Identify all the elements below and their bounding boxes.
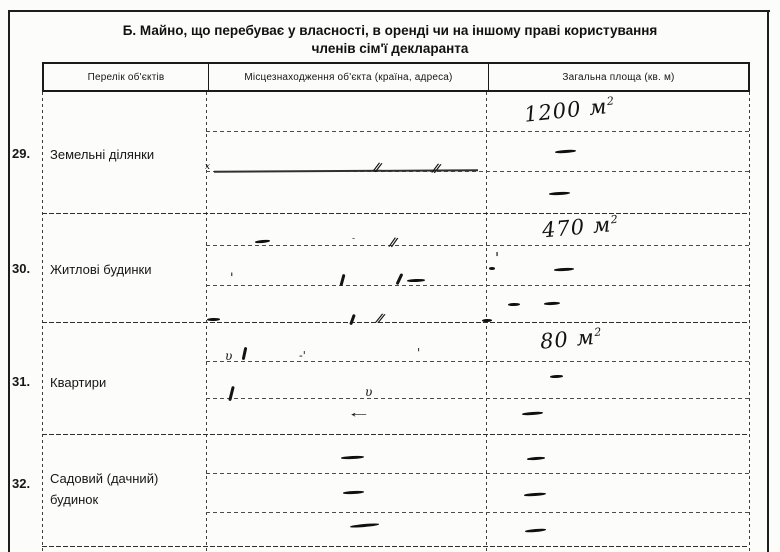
handwritten-dash <box>521 411 544 416</box>
section-title-line2: членів сім'ї декларанта <box>311 41 469 56</box>
handwritten-dash <box>406 278 426 282</box>
handwritten-dash <box>543 301 561 306</box>
subrow-line-dotted <box>206 398 749 399</box>
handwritten-dash <box>553 267 575 272</box>
handwritten-slash <box>395 273 404 285</box>
row-divider-dashed <box>42 546 749 547</box>
subrow-line-dotted <box>206 131 749 132</box>
table-header-row: Перелік об'єктів Місцезнаходження об'єкт… <box>42 62 750 92</box>
handwritten-dash <box>526 456 546 461</box>
column-header-objects: Перелік об'єктів <box>87 71 165 83</box>
column-divider-dotted <box>749 92 750 552</box>
row-label-apartments: Квартири <box>50 375 107 390</box>
handwritten-slash <box>339 273 346 287</box>
handwritten-ditto-mark: // <box>375 310 384 326</box>
row-divider-dashed <box>42 213 749 214</box>
handwritten-ditto-mark: // <box>389 234 396 250</box>
handwritten-dash <box>206 317 221 321</box>
handwritten-slash <box>241 346 247 361</box>
row-label-houses: Житлові будинки <box>50 262 152 277</box>
page-frame-top <box>8 10 770 12</box>
row-label-garden-house: Садовий (дачний) будинок <box>50 471 159 507</box>
handwritten-slash <box>228 385 235 402</box>
handwritten-tick: υ <box>365 385 373 399</box>
handwritten-dash <box>554 149 577 154</box>
row-number-31: 31. <box>12 374 31 389</box>
subrow-line-dotted <box>206 245 749 246</box>
handwritten-dash <box>340 455 365 460</box>
handwritten-dash <box>342 490 365 495</box>
handwritten-area-value: 1200 м2 <box>522 94 616 127</box>
handwritten-tick: ' <box>417 346 421 360</box>
handwritten-ditto-mark: // <box>372 159 380 175</box>
handwritten-dash <box>524 528 547 533</box>
subrow-line-dotted <box>206 473 749 474</box>
handwritten-dash <box>489 267 495 270</box>
handwritten-strike-line <box>213 169 479 173</box>
handwritten-dash <box>349 522 380 528</box>
row-number-29: 29. <box>12 146 31 161</box>
handwritten-arrow: ← <box>346 404 372 420</box>
handwritten-tick: - <box>352 234 356 244</box>
handwritten-tick: x <box>205 162 211 172</box>
row-number-30: 30. <box>12 261 31 276</box>
handwritten-tick: ' <box>230 271 234 286</box>
handwritten-ditto-mark: // <box>431 160 439 176</box>
row-divider-dashed <box>42 322 749 323</box>
handwritten-tick: ' <box>495 249 500 267</box>
handwritten-dash <box>481 318 493 322</box>
page-frame-right <box>767 10 769 552</box>
row-divider-dashed <box>42 434 749 435</box>
handwritten-dash <box>549 374 564 378</box>
subrow-line-dotted <box>206 171 749 172</box>
page-frame-left <box>8 10 10 552</box>
handwritten-dash <box>548 191 571 196</box>
handwritten-tick: -' <box>299 349 306 362</box>
handwritten-tick: υ <box>225 349 233 363</box>
section-title-line1: Б. Майно, що перебуває у власності, в ор… <box>122 23 658 38</box>
handwritten-slash <box>349 313 356 326</box>
subrow-line-dotted <box>206 512 749 513</box>
subrow-line-dotted <box>206 285 749 286</box>
handwritten-dash <box>254 239 271 244</box>
handwritten-area-value: 80 м2 <box>539 325 603 354</box>
handwritten-dash <box>507 302 521 306</box>
section-title: Б. Майно, що перебуває у власності, в ор… <box>30 22 750 58</box>
column-header-area: Загальна площа (кв. м) <box>488 64 748 90</box>
handwritten-dash <box>523 492 547 497</box>
row-label-land-plots: Земельні ділянки <box>50 147 155 162</box>
subrow-line-dotted <box>206 361 749 362</box>
column-header-location: Місцезнаходження об'єкта (країна, адреса… <box>208 64 488 90</box>
handwritten-area-value: 470 м2 <box>541 212 620 243</box>
row-number-32: 32. <box>12 476 31 491</box>
